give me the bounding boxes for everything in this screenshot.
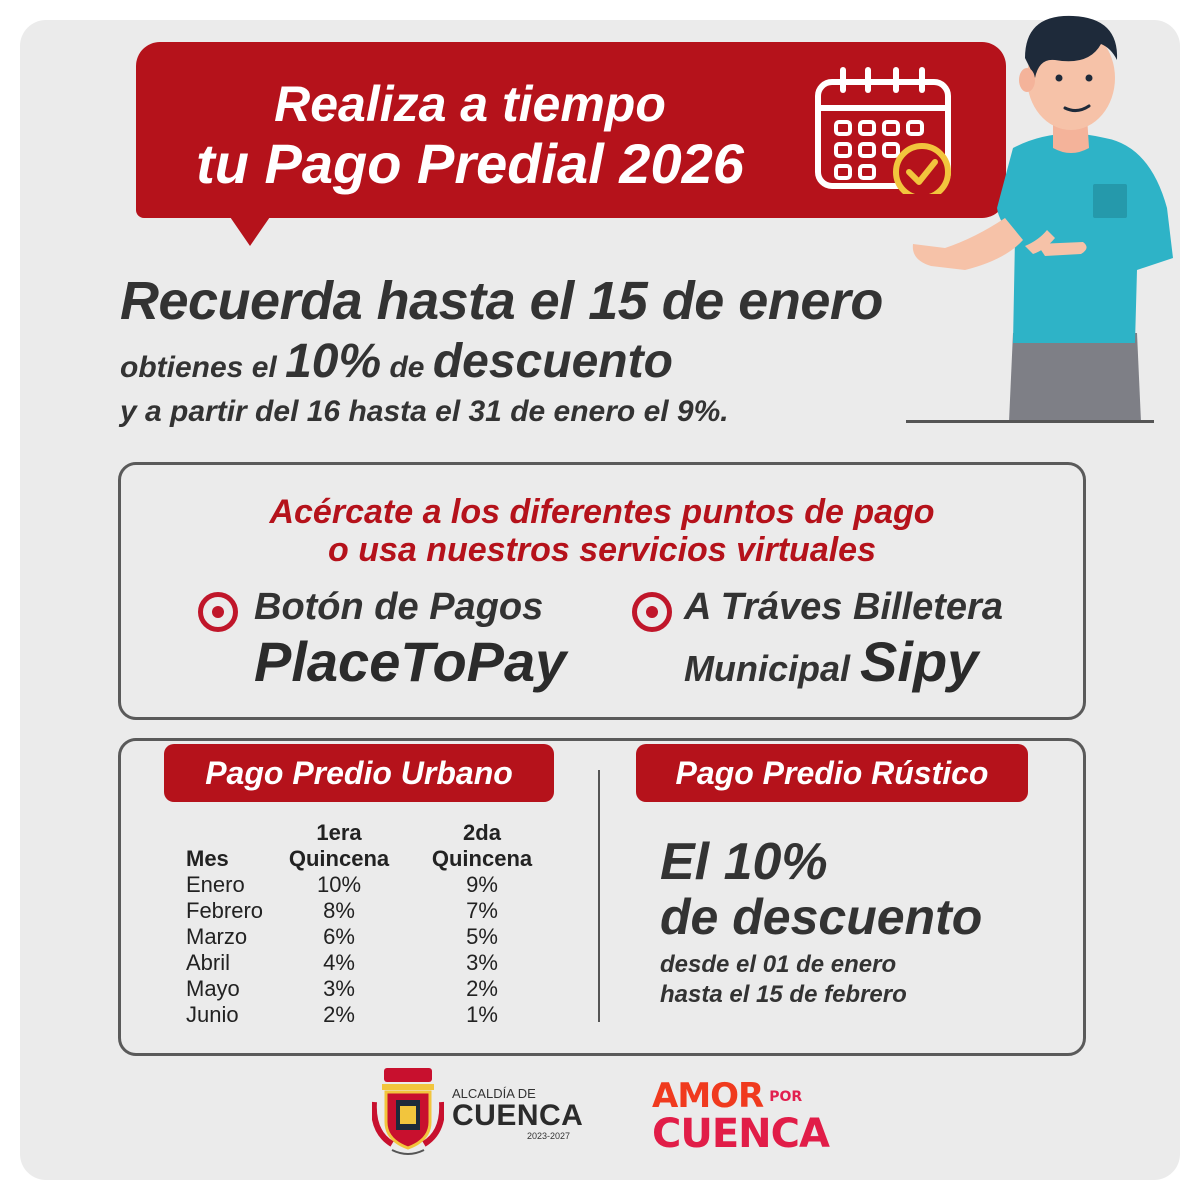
cuenca-slogan-wordmark: CUENCA bbox=[652, 1111, 830, 1157]
row-q1: 3% bbox=[323, 976, 355, 1001]
option-placetopay-name: PlaceToPay bbox=[254, 630, 567, 693]
headline-deadline: Recuerda hasta el 15 de enero bbox=[120, 271, 883, 331]
option-sipy-line-1: A Tráves Billetera bbox=[684, 586, 1003, 628]
row-q2: 1% bbox=[466, 1002, 498, 1027]
headline-discount-mid: de bbox=[389, 351, 425, 384]
table-header-row: Mes 1era Quincena 2da Quincena bbox=[186, 820, 572, 872]
amor-wordmark: AMOR bbox=[652, 1076, 764, 1116]
alcaldia-cuenca-logo-text: ALCALDÍA DE CUENCA 2023-2027 bbox=[452, 1086, 583, 1141]
banner-tail bbox=[228, 214, 272, 246]
target-bullet-icon bbox=[198, 592, 238, 632]
calendar-check-icon bbox=[815, 67, 951, 194]
amor-por-cuenca-logo: AMOR POR CUENCA bbox=[652, 1076, 830, 1157]
headline-second-period: y a partir del 16 hasta el 31 de enero e… bbox=[120, 395, 729, 428]
option-sipy-name: Sipy bbox=[860, 630, 979, 693]
rustico-tag: Pago Predio Rústico bbox=[636, 744, 1028, 802]
schedule-box bbox=[118, 738, 1086, 1056]
col-q2-header: 2da Quincena bbox=[392, 820, 572, 872]
cuenca-wordmark: CUENCA bbox=[452, 1099, 584, 1132]
headline-discount-pre: obtienes el bbox=[120, 351, 277, 384]
banner-line-1: Realiza a tiempo bbox=[274, 76, 666, 132]
payment-points-title-line-1: Acércate a los diferentes puntos de pago bbox=[269, 493, 935, 531]
table-row: Junio 2% 1% bbox=[186, 1002, 572, 1028]
payment-points-title: Acércate a los diferentes puntos de pago… bbox=[121, 493, 1083, 569]
col-mes-header: Mes bbox=[186, 846, 229, 871]
row-q1: 8% bbox=[323, 898, 355, 923]
row-q2: 9% bbox=[466, 872, 498, 897]
headline-underline bbox=[906, 420, 1154, 423]
row-q2: 7% bbox=[466, 898, 498, 923]
headline-discount-word: descuento bbox=[432, 335, 673, 388]
col-q1-header-line-1: 1era bbox=[316, 820, 362, 845]
rustico-line-4: hasta el 15 de febrero bbox=[660, 981, 907, 1008]
alcaldia-label: ALCALDÍA DE bbox=[452, 1086, 536, 1101]
urbano-discount-table: Mes 1era Quincena 2da Quincena Enero 10% 9… bbox=[186, 820, 572, 1028]
option-sipy-pre: Municipal bbox=[684, 648, 851, 689]
col-q2-header-line-2: Quincena bbox=[431, 846, 533, 871]
table-row: Mayo 3% 2% bbox=[186, 976, 572, 1002]
headline-block: Recuerda hasta el 15 de enero obtienes e… bbox=[120, 270, 920, 429]
option-placetopay-line-1: Botón de Pagos bbox=[254, 586, 544, 628]
alcaldia-years: 2023-2027 bbox=[526, 1131, 570, 1141]
row-q1: 2% bbox=[323, 1002, 355, 1027]
headline-discount-pct: 10% bbox=[285, 335, 382, 388]
man-pointing-illustration bbox=[912, 15, 1173, 422]
rustico-discount-info: El 10% de descuento desde el 01 de enero… bbox=[660, 834, 1060, 1010]
table-row: Abril 4% 3% bbox=[186, 950, 572, 976]
urbano-tag: Pago Predio Urbano bbox=[164, 744, 554, 802]
option-sipy-line-2: Municipal Sipy bbox=[684, 629, 1064, 694]
banner-title: Realiza a tiempo tu Pago Predial 2026 bbox=[150, 74, 790, 194]
por-wordmark: POR bbox=[769, 1089, 803, 1105]
cuenca-coat-of-arms-logo bbox=[372, 1068, 444, 1155]
payment-points-title-line-2: o usa nuestros servicios virtuales bbox=[327, 531, 877, 569]
col-q1-header: 1era Quincena bbox=[286, 820, 392, 872]
table-row: Febrero 8% 7% bbox=[186, 898, 572, 924]
row-q2: 2% bbox=[466, 976, 498, 1001]
schedule-divider bbox=[598, 770, 600, 1022]
table-row: Enero 10% 9% bbox=[186, 872, 572, 898]
row-q2: 3% bbox=[466, 950, 498, 975]
row-q1: 4% bbox=[323, 950, 355, 975]
row-q2: 5% bbox=[466, 924, 498, 949]
row-q1: 6% bbox=[323, 924, 355, 949]
col-q2-header-line-1: 2da bbox=[463, 820, 501, 845]
table-row: Marzo 6% 5% bbox=[186, 924, 572, 950]
row-q1: 10% bbox=[316, 872, 362, 897]
rustico-line-2: de descuento bbox=[660, 889, 983, 945]
payment-points-box: Acércate a los diferentes puntos de pago… bbox=[118, 462, 1086, 720]
target-bullet-icon bbox=[632, 592, 672, 632]
rustico-line-3: desde el 01 de enero bbox=[660, 951, 897, 978]
row-mes: Junio bbox=[186, 1002, 239, 1027]
row-mes: Abril bbox=[186, 950, 231, 975]
row-mes: Febrero bbox=[186, 898, 264, 923]
row-mes: Enero bbox=[186, 872, 245, 897]
col-q1-header-line-2: Quincena bbox=[288, 846, 390, 871]
row-mes: Marzo bbox=[186, 924, 248, 949]
headline-discount: obtienes el 10% de descuento bbox=[120, 334, 920, 389]
row-mes: Mayo bbox=[186, 976, 240, 1001]
banner-line-2: tu Pago Predial 2026 bbox=[196, 132, 744, 195]
rustico-line-1: El 10% bbox=[660, 833, 828, 891]
